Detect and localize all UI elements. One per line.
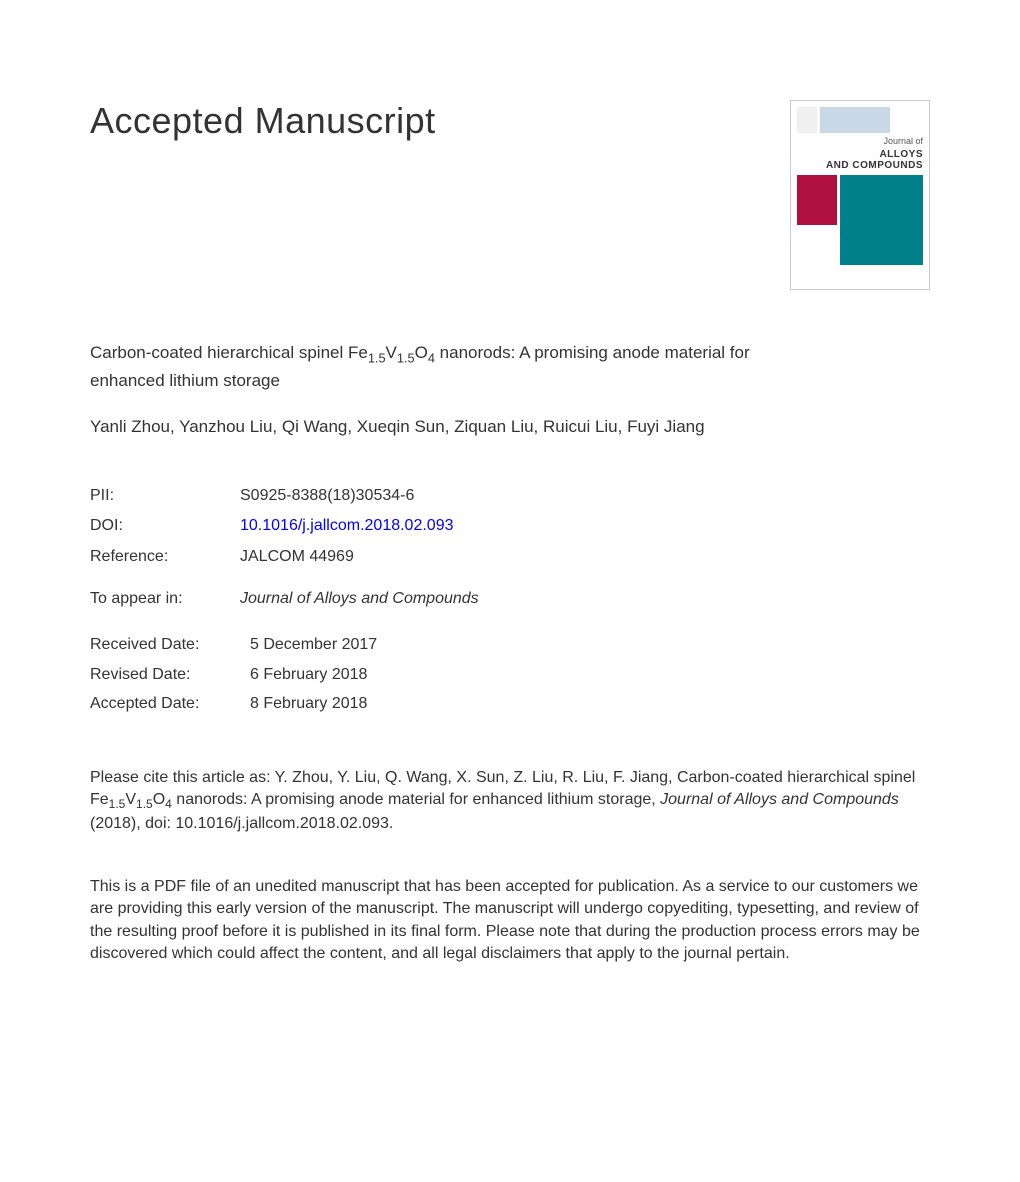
pii-row: PII: S0925-8388(18)30534-6 <box>90 481 930 511</box>
cover-mid-graphic <box>797 175 923 265</box>
doi-row: DOI: 10.1016/j.jallcom.2018.02.093 <box>90 511 930 541</box>
citation-suffix: (2018), doi: 10.1016/j.jallcom.2018.02.0… <box>90 815 393 832</box>
disclaimer-text: This is a PDF file of an unedited manusc… <box>90 876 930 966</box>
title-mid2: O <box>415 343 428 362</box>
citation-block: Please cite this article as: Y. Zhou, Y.… <box>90 767 930 836</box>
to-appear-value: Journal of Alloys and Compounds <box>240 590 479 608</box>
author-list: Yanli Zhou, Yanzhou Liu, Qi Wang, Xueqin… <box>90 417 930 437</box>
cover-bottom-text <box>797 265 923 295</box>
cover-top-spacer <box>893 107 923 133</box>
doi-link[interactable]: 10.1016/j.jallcom.2018.02.093 <box>240 511 454 541</box>
cover-publisher-logo <box>797 107 817 133</box>
citation-mid1: V <box>125 791 136 808</box>
citation-sub2: 1.5 <box>136 798 153 812</box>
title-sub3: 4 <box>428 350 435 365</box>
to-appear-label: To appear in: <box>90 590 240 608</box>
title-prefix: Carbon-coated hierarchical spinel Fe <box>90 343 368 362</box>
cover-teal-block <box>840 175 923 265</box>
reference-value: JALCOM 44969 <box>240 542 354 572</box>
received-value: 5 December 2017 <box>250 630 377 660</box>
pii-label: PII: <box>90 481 240 511</box>
to-appear-row: To appear in: Journal of Alloys and Comp… <box>90 590 930 608</box>
title-mid1: V <box>386 343 397 362</box>
accepted-value: 8 February 2018 <box>250 689 367 719</box>
title-sub1: 1.5 <box>368 350 386 365</box>
cover-magenta-block <box>797 175 837 225</box>
journal-cover-thumbnail: Journal of ALLOYS AND COMPOUNDS <box>790 100 930 290</box>
page-heading: Accepted Manuscript <box>90 100 436 142</box>
citation-journal: Journal of Alloys and Compounds <box>660 791 899 808</box>
revised-value: 6 February 2018 <box>250 660 367 690</box>
revised-row: Revised Date: 6 February 2018 <box>90 660 930 690</box>
received-row: Received Date: 5 December 2017 <box>90 630 930 660</box>
reference-label: Reference: <box>90 542 240 572</box>
cover-journal-prefix: Journal of <box>797 137 923 147</box>
title-sub2: 1.5 <box>397 350 415 365</box>
revised-label: Revised Date: <box>90 660 250 690</box>
cover-journal-line1: ALLOYS <box>797 149 923 160</box>
pii-value: S0925-8388(18)30534-6 <box>240 481 414 511</box>
cover-mid-left <box>797 175 837 265</box>
doi-label: DOI: <box>90 511 240 541</box>
metadata-table: PII: S0925-8388(18)30534-6 DOI: 10.1016/… <box>90 481 930 572</box>
cover-top-band <box>820 107 890 133</box>
citation-mid2: O <box>153 791 165 808</box>
accepted-label: Accepted Date: <box>90 689 250 719</box>
citation-sub1: 1.5 <box>109 798 126 812</box>
citation-mid3: nanorods: A promising anode material for… <box>172 791 660 808</box>
header-row: Accepted Manuscript Journal of ALLOYS AN… <box>90 100 930 290</box>
cover-top-strip <box>797 107 923 133</box>
citation-sub3: 4 <box>165 798 172 812</box>
received-label: Received Date: <box>90 630 250 660</box>
reference-row: Reference: JALCOM 44969 <box>90 542 930 572</box>
cover-journal-line2: AND COMPOUNDS <box>797 160 923 171</box>
article-title: Carbon-coated hierarchical spinel Fe1.5V… <box>90 340 770 393</box>
accepted-row: Accepted Date: 8 February 2018 <box>90 689 930 719</box>
dates-table: Received Date: 5 December 2017 Revised D… <box>90 630 930 719</box>
